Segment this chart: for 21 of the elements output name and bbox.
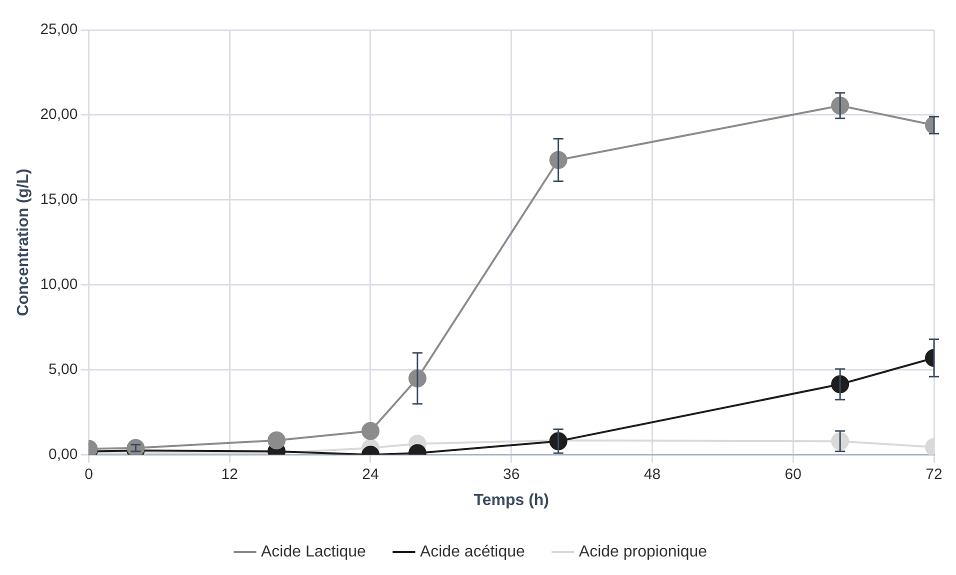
x-tick-label: 72 bbox=[926, 466, 942, 483]
point bbox=[361, 422, 380, 440]
y-tick-label: 10,00 bbox=[40, 276, 78, 294]
x-axis-title: Temps (h) bbox=[474, 492, 549, 509]
legend-label: Acide Lactique bbox=[260, 543, 366, 560]
y-axis-title: Concentration (g/L) bbox=[15, 168, 32, 316]
x-tick-label: 60 bbox=[784, 466, 802, 483]
y-tick-label: 15,00 bbox=[40, 191, 78, 208]
legend-label: Acide acétique bbox=[420, 543, 526, 560]
x-tick-label: 24 bbox=[362, 466, 379, 483]
y-tick-label: 5,00 bbox=[48, 360, 78, 378]
point bbox=[268, 431, 286, 450]
point bbox=[126, 439, 145, 455]
x-tick-label: 12 bbox=[221, 466, 238, 483]
y-tick-label: 0,00 bbox=[48, 446, 78, 463]
legend-label: Acide propionique bbox=[578, 543, 708, 560]
x-tick-label: 0 bbox=[84, 466, 93, 483]
y-tick-label: 20,00 bbox=[40, 106, 78, 124]
y-tick-label: 25,00 bbox=[40, 21, 78, 38]
x-tick-label: 36 bbox=[503, 466, 520, 483]
x-tick-label: 48 bbox=[644, 466, 661, 483]
